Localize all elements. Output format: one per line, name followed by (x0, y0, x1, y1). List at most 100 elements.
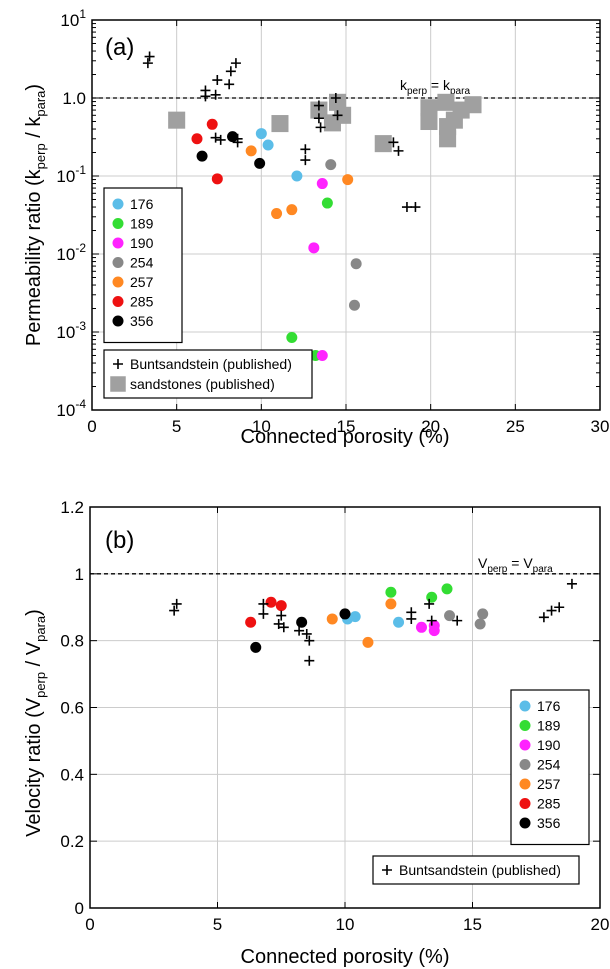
data-point-buntsandstein-published (304, 635, 315, 646)
data-point-buntsandstein-published (258, 608, 269, 619)
legend-box-published (372, 855, 580, 885)
panel-b-reference-label: Vperp = Vpara (478, 555, 553, 575)
data-point-356 (196, 150, 208, 162)
data-point-285 (265, 596, 277, 608)
y-tick-label: 0 (75, 899, 84, 918)
legend-label-176: 176 (130, 196, 154, 212)
legend-marker-285 (112, 296, 124, 307)
panel-b-published-legend: Buntsandstein (published) (372, 855, 580, 885)
legend-marker-buntsandstein-published (113, 359, 123, 369)
x-tick-label: 25 (506, 417, 525, 436)
data-point-buntsandstein-published (452, 615, 463, 626)
legend-label-356: 356 (537, 815, 561, 831)
data-point-257 (245, 145, 257, 157)
y-tick-label: 0.2 (60, 832, 84, 851)
data-point-254 (348, 299, 360, 311)
data-point-sandstones-published (420, 112, 438, 131)
data-point-sandstones-published (374, 135, 392, 153)
data-point-buntsandstein-published (554, 602, 565, 613)
x-tick-label: 10 (336, 915, 355, 934)
data-point-254 (474, 618, 486, 630)
panel-a-permeability-chart: kperp = kpara 0 5 10 15 20 25 30 10-410-310-21… (23, 7, 609, 448)
data-point-257 (326, 613, 338, 625)
data-point-buntsandstein-published (300, 155, 311, 166)
panel-b-y-axis-label: Velocity ratio (Vperp / Vpara) (23, 609, 48, 837)
data-point-285 (211, 173, 223, 185)
data-point-buntsandstein-published (169, 605, 180, 616)
data-point-285 (191, 133, 203, 145)
data-point-285 (206, 118, 218, 130)
legend-marker-buntsandstein-published (382, 865, 392, 875)
data-point-buntsandstein-published (406, 607, 417, 618)
legend-marker-257 (519, 778, 531, 790)
data-point-356 (339, 608, 351, 620)
legend-label-189: 189 (130, 216, 154, 232)
legend-marker-sandstones-published (110, 376, 126, 392)
data-point-buntsandstein-published (230, 58, 241, 69)
svg-text:kperp = kpara: kperp = kpara (400, 77, 470, 97)
data-point-buntsandstein-published (232, 133, 243, 144)
data-point-buntsandstein-published (212, 75, 223, 86)
data-point-buntsandstein-published (294, 625, 305, 636)
x-tick-label: 20 (591, 915, 610, 934)
data-point-buntsandstein-published (393, 145, 404, 156)
data-point-buntsandstein-published (273, 618, 284, 629)
legend-label-254: 254 (130, 255, 154, 271)
y-tick-label: 0.6 (60, 699, 84, 718)
legend-marker-176 (112, 198, 124, 210)
legend-label-sandstones-published: sandstones (published) (130, 376, 275, 392)
data-point-buntsandstein-published (224, 79, 235, 90)
data-point-buntsandstein-published (313, 113, 324, 124)
panel-a-x-tick-labels: 0 5 10 15 20 25 30 (87, 417, 609, 436)
data-point-sandstones-published (439, 130, 457, 148)
legend-label-189: 189 (537, 718, 561, 734)
panel-a-x-axis-label: Connected porosity (%) (241, 426, 450, 448)
legend-marker-190 (112, 237, 124, 249)
panel-b-plot-frame (89, 506, 601, 909)
x-tick-label: 5 (172, 417, 181, 436)
data-point-190 (316, 178, 328, 190)
data-point-257 (342, 174, 354, 186)
data-point-sandstones-published (464, 96, 482, 114)
data-point-189 (385, 586, 397, 598)
data-point-buntsandstein-published (276, 610, 287, 621)
x-tick-label: 15 (463, 915, 482, 934)
panel-b-label: (b) (105, 527, 134, 554)
data-point-buntsandstein-published (315, 122, 326, 133)
data-point-buntsandstein-published (200, 85, 211, 96)
data-point-sandstones-published (168, 111, 186, 129)
data-point-buntsandstein-published (546, 605, 557, 616)
x-tick-label: 20 (421, 417, 440, 436)
data-point-buntsandstein-published (566, 578, 577, 589)
data-point-buntsandstein-published (301, 628, 312, 639)
svg-text:Vperp = Vpara: Vperp = Vpara (478, 555, 553, 575)
legend-label-257: 257 (537, 776, 561, 792)
legend-marker-356 (519, 817, 531, 829)
data-point-buntsandstein-published (304, 655, 315, 666)
y-tick-label: 1 (75, 565, 84, 584)
data-point-257 (385, 598, 397, 610)
panel-a-y-axis-label: Permeability ratio (kperp / kpara) (23, 84, 48, 346)
data-point-buntsandstein-published (144, 51, 155, 62)
data-point-buntsandstein-published (300, 144, 311, 155)
data-point-189 (286, 332, 298, 344)
data-point-sandstones-published (271, 115, 289, 133)
panel-a-data-points (142, 51, 482, 361)
data-point-buntsandstein-published (330, 93, 341, 103)
data-point-buntsandstein-published (210, 89, 221, 100)
data-point-buntsandstein-published (426, 615, 437, 626)
legend-label-285: 285 (130, 294, 154, 310)
legend-label-190: 190 (130, 235, 154, 251)
legend-marker-257 (112, 276, 124, 288)
data-point-190 (416, 621, 427, 633)
legend-label-176: 176 (537, 698, 561, 714)
data-point-buntsandstein-published (401, 202, 412, 213)
panel-b-x-axis-label: Connected porosity (%) (241, 946, 450, 968)
y-tick-label: 1.2 (60, 498, 84, 517)
x-tick-label: 15 (337, 417, 356, 436)
y-tick-label: 0.8 (60, 632, 84, 651)
legend-label-190: 190 (537, 737, 561, 753)
data-point-buntsandstein-published (210, 132, 221, 143)
data-point-356 (296, 616, 308, 628)
